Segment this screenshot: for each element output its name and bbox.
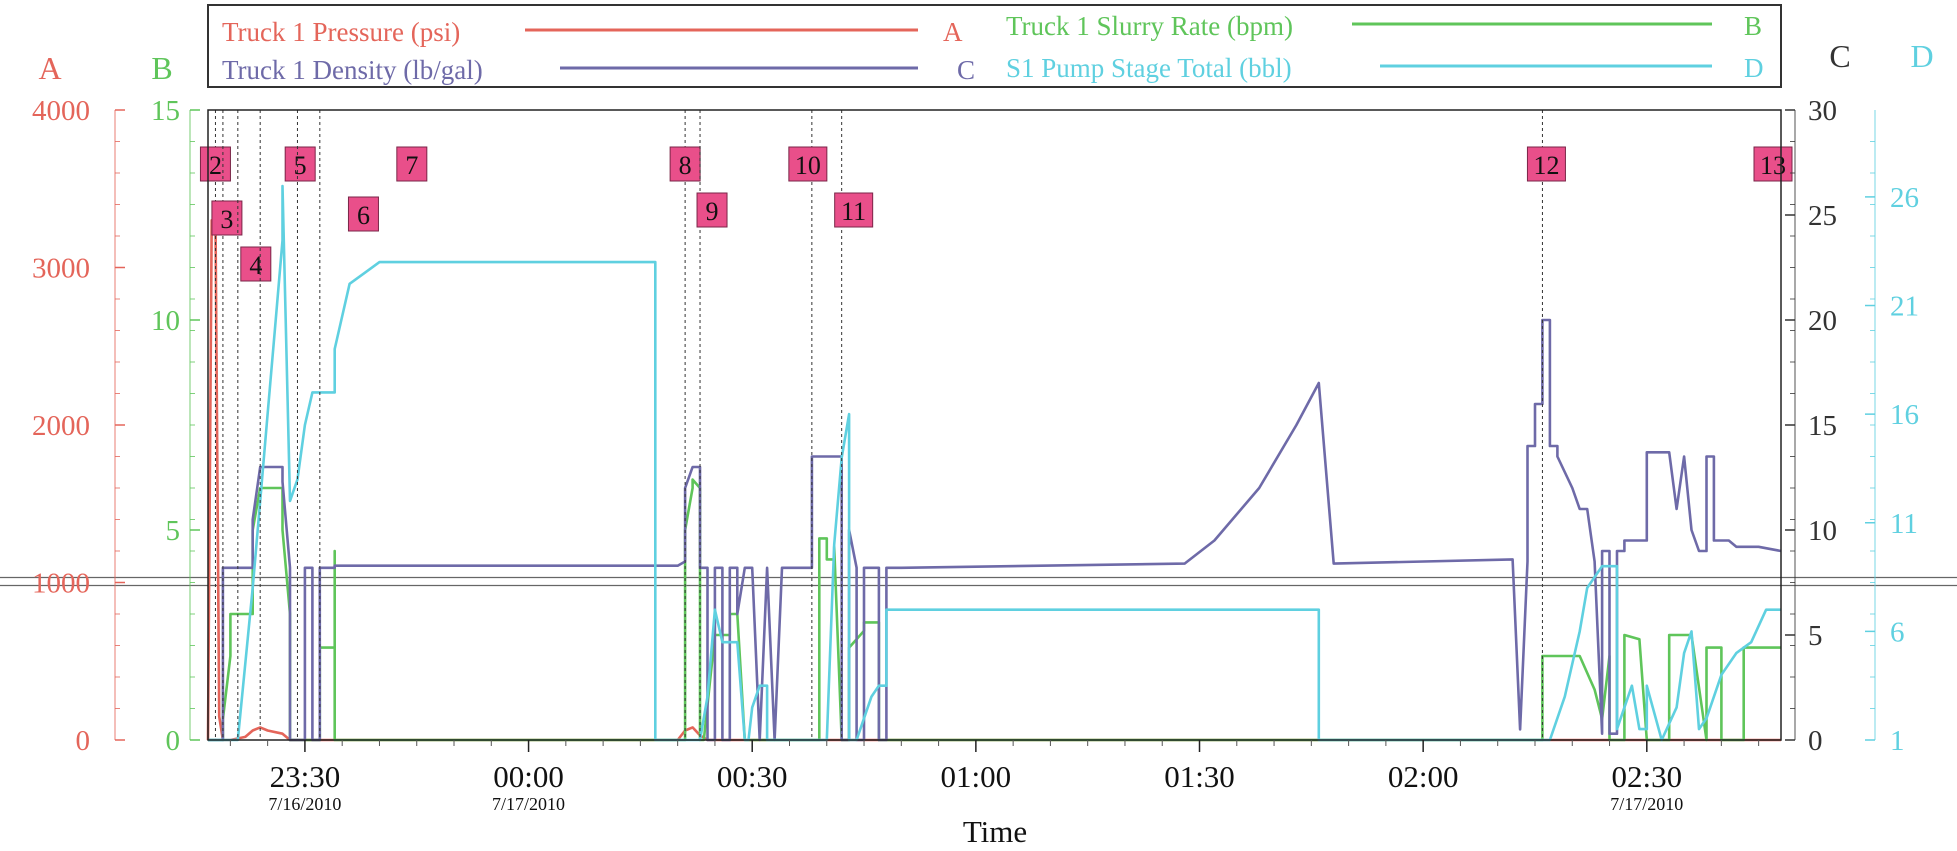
event-marker-label: 11 — [841, 197, 866, 226]
axis-a-tick-label: 3000 — [32, 253, 90, 285]
axis-a-tick-label: 4000 — [32, 95, 90, 127]
axis-d-tick-label: 26 — [1890, 182, 1919, 214]
axis-b-tick-label: 0 — [166, 725, 181, 757]
axis-a-tick-label: 2000 — [32, 410, 90, 442]
axis-d-letter: D — [1910, 38, 1933, 74]
event-marker-box — [834, 192, 874, 228]
plot-frame — [207, 109, 1782, 741]
axis-a-tick-label: 1000 — [32, 568, 90, 600]
axis-a-tick-label: 0 — [76, 725, 91, 757]
x-axis-title: Time — [963, 814, 1027, 849]
axis-d-tick-label: 1 — [1890, 725, 1905, 757]
x-tick-label: 00:00 — [493, 759, 564, 794]
legend-label-pressure: Truck 1 Pressure (psi) — [222, 17, 460, 47]
axis-d-tick-label: 21 — [1890, 291, 1919, 323]
axis-b-tick-label: 15 — [151, 95, 180, 127]
event-marker-box — [696, 192, 728, 228]
axis-c-tick-label: 30 — [1808, 95, 1837, 127]
series-line-density — [208, 318, 1782, 742]
event-marker-box — [1526, 146, 1566, 182]
axis-d-tick-label: 11 — [1890, 508, 1918, 540]
event-marker-box — [788, 146, 828, 182]
axis-c-tick-label: 20 — [1808, 305, 1837, 337]
x-tick-label: 02:00 — [1388, 759, 1459, 794]
axis-b-tick-label: 10 — [151, 305, 180, 337]
axis-c-tick-label: 5 — [1808, 620, 1823, 652]
x-tick-label: 23:30 — [270, 759, 341, 794]
event-marker-box — [211, 200, 243, 236]
legend-axis-letter-d: D — [1744, 53, 1764, 83]
x-tick-label: 02:30 — [1611, 759, 1682, 794]
event-marker-box — [284, 146, 316, 182]
event-marker-box — [1753, 146, 1793, 182]
series-line-stage-total — [208, 184, 1781, 742]
x-tick-date: 7/17/2010 — [1610, 794, 1683, 814]
axis-c-tick-label: 25 — [1808, 200, 1837, 232]
legend-label-stage-total: S1 Pump Stage Total (bbl) — [1006, 53, 1292, 83]
axis-d-tick-label: 6 — [1890, 616, 1905, 648]
x-tick-label: 01:30 — [1164, 759, 1235, 794]
event-marker-box — [240, 246, 272, 282]
legend-axis-letter-c: C — [957, 55, 975, 85]
event-marker-label: 6 — [357, 201, 370, 230]
event-marker-box — [347, 196, 379, 232]
event-marker-label: 13 — [1760, 151, 1786, 180]
event-marker-label: 5 — [294, 151, 307, 180]
event-marker-label: 2 — [209, 151, 222, 180]
event-markers: 2 34 5 6 7 89 10 11 12 13 — [199, 110, 1793, 740]
axis-c-tick-label: 0 — [1808, 725, 1823, 757]
legend-axis-letter-b: B — [1744, 11, 1762, 41]
event-marker-box — [199, 146, 231, 182]
axis-c-letter: C — [1829, 38, 1850, 74]
x-tick-date: 7/17/2010 — [492, 794, 565, 814]
event-marker-label: 7 — [405, 151, 418, 180]
x-tick-label: 00:30 — [717, 759, 788, 794]
event-marker-label: 10 — [795, 151, 821, 180]
x-tick-label: 01:00 — [941, 759, 1012, 794]
event-marker-label: 12 — [1533, 151, 1559, 180]
legend-axis-letter-a: A — [943, 17, 963, 47]
axis-b-tick-label: 5 — [166, 515, 181, 547]
event-marker-label: 4 — [249, 251, 262, 280]
event-marker-label: 8 — [679, 151, 692, 180]
axis-c-tick-label: 15 — [1808, 410, 1837, 442]
legend-label-density: Truck 1 Density (lb/gal) — [222, 55, 483, 85]
axis-d-tick-label: 16 — [1890, 399, 1919, 431]
series-line-pressure — [206, 219, 1781, 742]
axis-b-letter: B — [151, 50, 172, 86]
axis-c-tick-label: 10 — [1808, 515, 1837, 547]
axis-a-letter: A — [38, 50, 61, 86]
legend-label-slurry-rate: Truck 1 Slurry Rate (bpm) — [1006, 11, 1293, 41]
x-tick-date: 7/16/2010 — [268, 794, 341, 814]
event-marker-label: 9 — [706, 197, 719, 226]
event-marker-box — [396, 146, 428, 182]
grid-lines — [0, 576, 1957, 587]
series-layer — [206, 184, 1782, 742]
legend: Truck 1 Pressure (psi) A Truck 1 Slurry … — [207, 4, 1782, 88]
event-marker-label: 3 — [220, 205, 233, 234]
